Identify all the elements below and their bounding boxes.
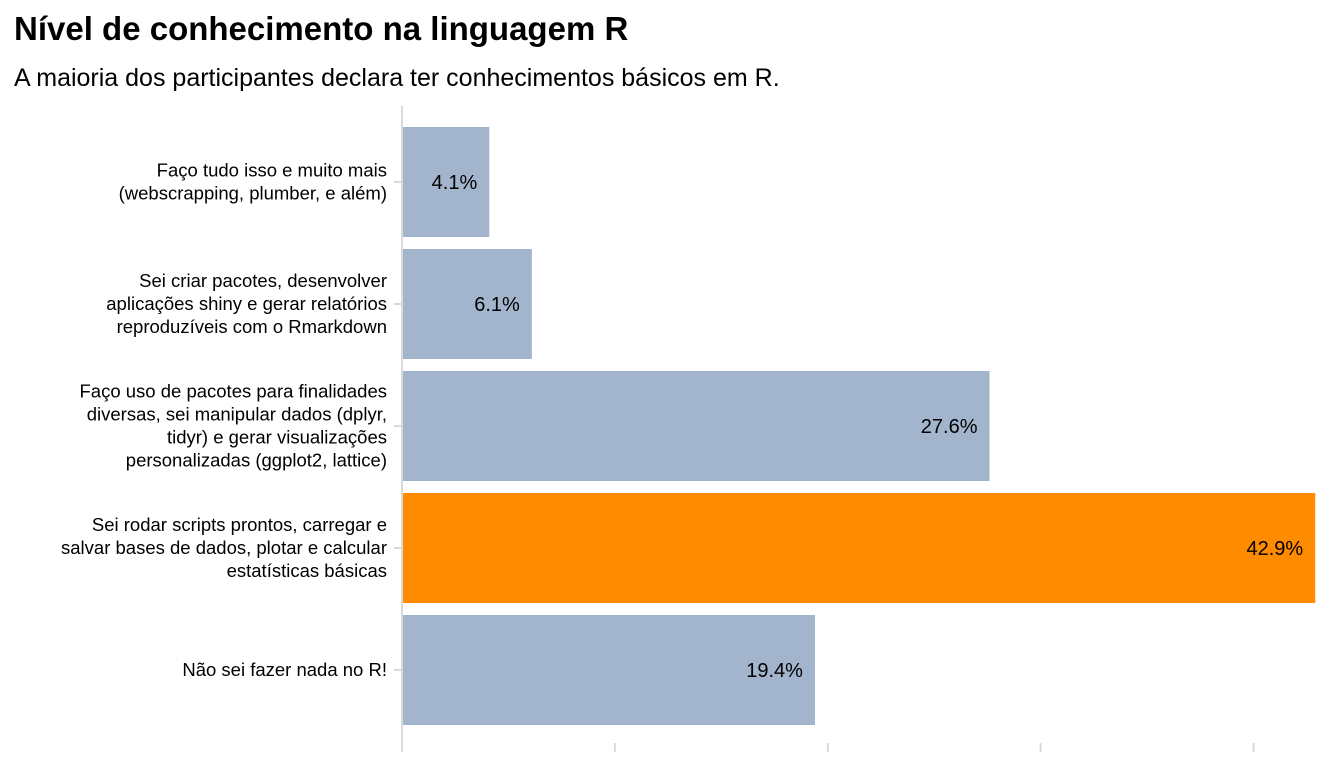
category-label-line: aplicações shiny e gerar relatórios xyxy=(106,293,387,314)
bar xyxy=(403,615,815,725)
value-label: 42.9% xyxy=(1247,538,1304,560)
bar xyxy=(403,249,532,359)
category-label-line: diversas, sei manipular dados (dplyr, xyxy=(87,404,387,425)
category-label: Faço tudo isso e muito mais (webscrapping… xyxy=(119,160,387,204)
category-label-line: tidyr) e gerar visualizações xyxy=(167,427,387,448)
chart-title: Nível de conhecimento na linguagem R xyxy=(14,10,629,47)
category-label-line: Não sei fazer nada no R! xyxy=(182,659,387,680)
bar xyxy=(403,127,490,237)
value-label: 6.1% xyxy=(474,294,520,316)
category-label: Sei criar pacotes, desenvolver aplicações… xyxy=(106,270,387,337)
category-label-line: Sei rodar scripts prontos, carregar e xyxy=(92,514,387,535)
category-label-line: Sei criar pacotes, desenvolver xyxy=(139,270,387,291)
category-label-line: Faço uso de pacotes para finalidades xyxy=(79,381,387,402)
category-label-line: personalizadas (ggplot2, lattice) xyxy=(126,450,387,471)
category-label-line: salvar bases de dados, plotar e calcular xyxy=(61,537,387,558)
category-label: Sei rodar scripts prontos, carregar e sal… xyxy=(61,514,387,581)
category-label: Faço uso de pacotes para finalidades dive… xyxy=(79,381,387,471)
bar-highlight xyxy=(403,493,1316,603)
category-label-line: (webscrapping, plumber, e além) xyxy=(119,183,387,204)
category-label-line: reproduzíveis com o Rmarkdown xyxy=(117,316,387,337)
chart-subtitle: A maioria dos participantes declara ter … xyxy=(14,64,780,92)
category-label-line: estatísticas básicas xyxy=(227,560,387,581)
value-label: 27.6% xyxy=(921,416,978,438)
category-label-line: Faço tudo isso e muito mais xyxy=(157,160,387,181)
category-label: Não sei fazer nada no R! xyxy=(182,659,387,680)
bar xyxy=(403,371,990,481)
value-label: 4.1% xyxy=(432,172,478,194)
value-label: 19.4% xyxy=(746,660,803,682)
